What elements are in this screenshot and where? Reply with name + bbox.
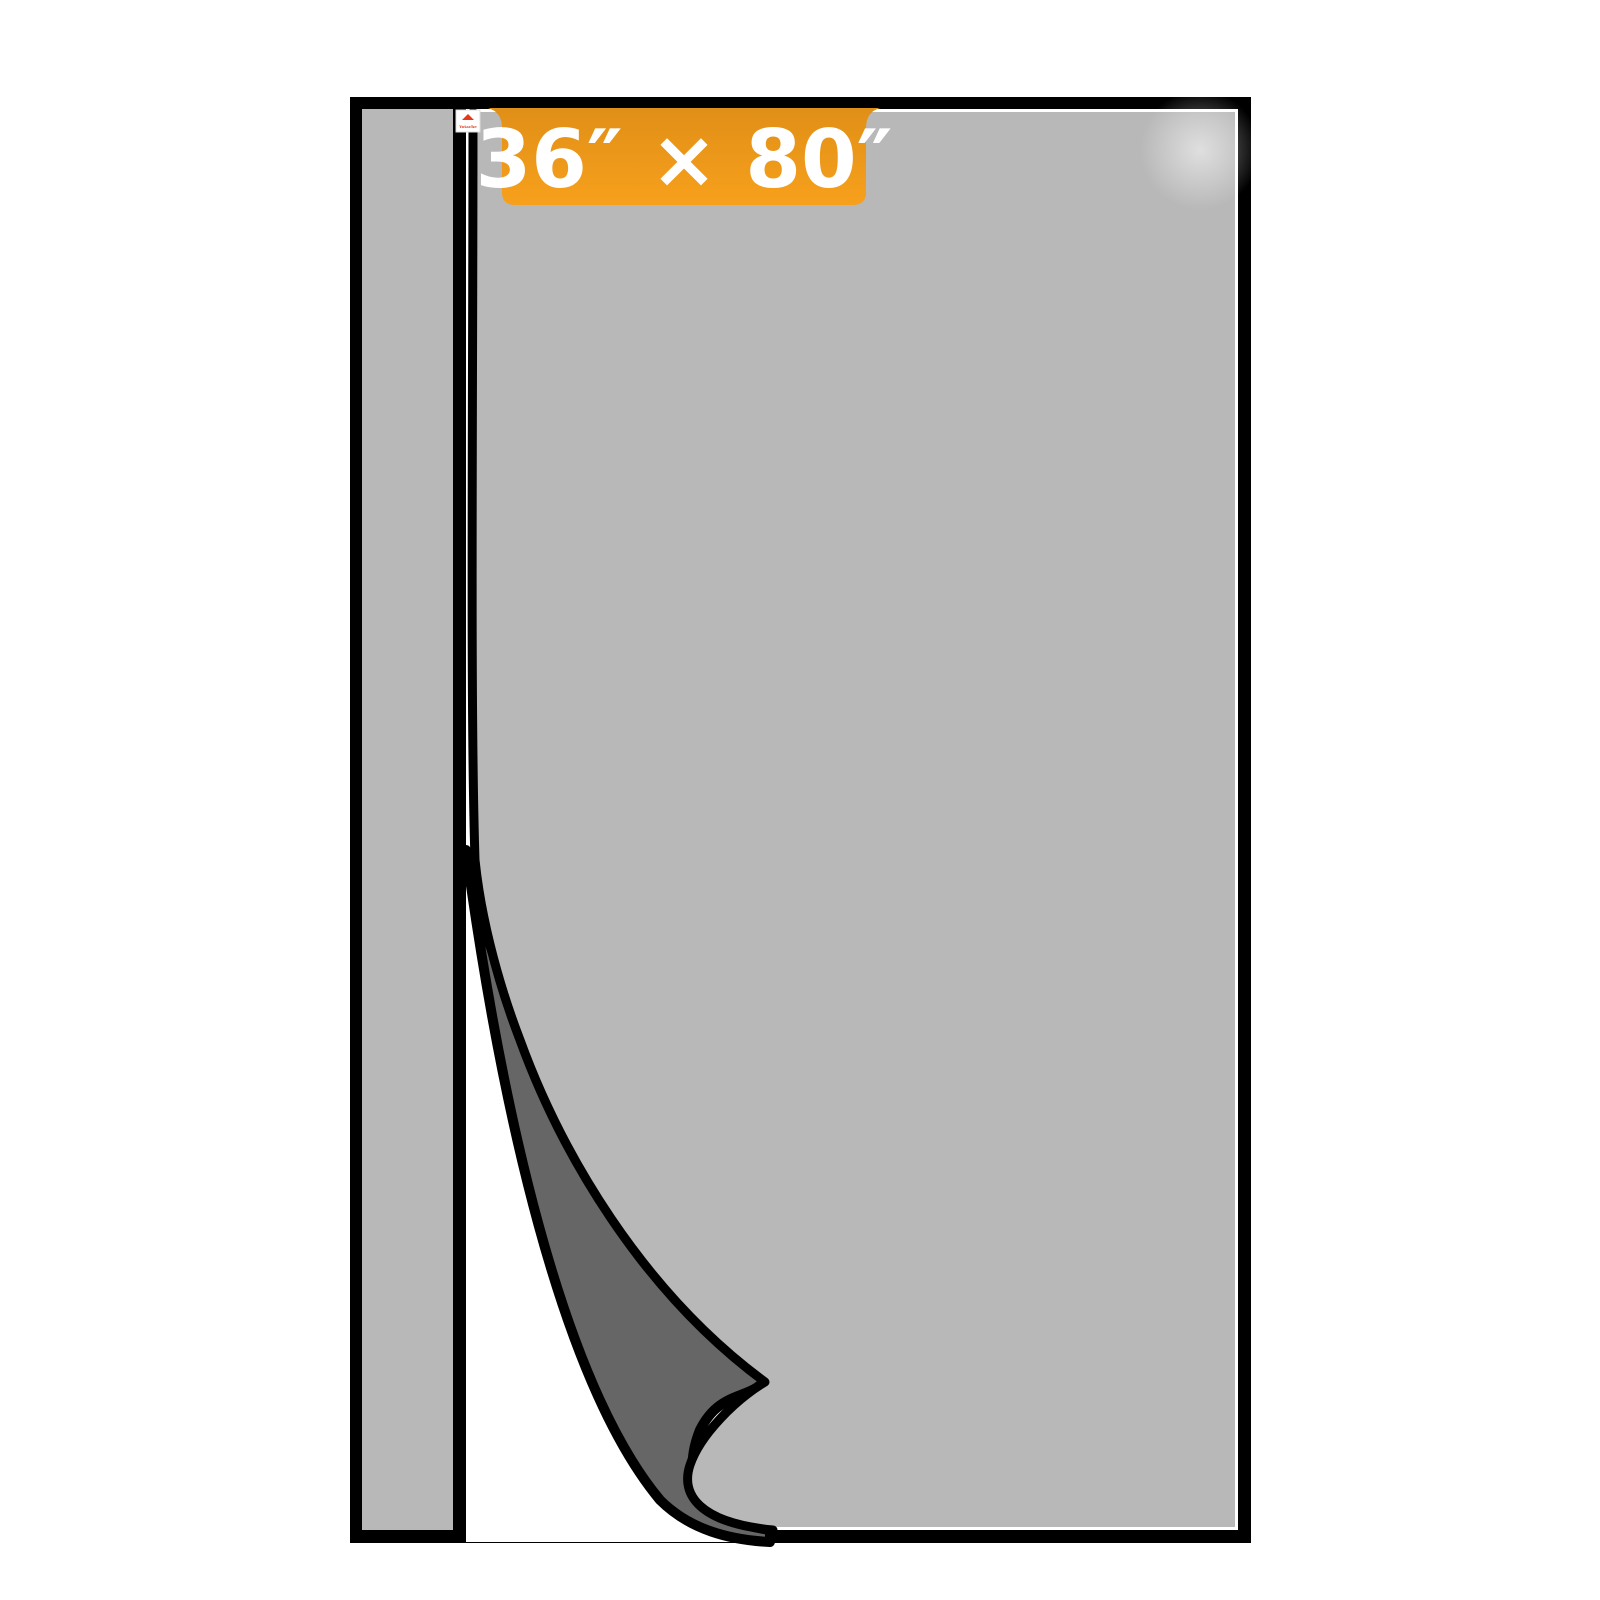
light-glare bbox=[1140, 90, 1260, 210]
brand-tag-label: Yotache bbox=[458, 124, 477, 129]
right-mesh-curtain bbox=[472, 112, 1236, 1527]
left-mesh-panel bbox=[362, 109, 453, 1530]
door-frame-bottom-edge bbox=[770, 1530, 1251, 1543]
door-frame-right-edge bbox=[1238, 97, 1251, 1543]
brand-tag: Yotache bbox=[455, 109, 481, 133]
curtain-edge-outline bbox=[467, 107, 778, 1535]
size-badge: 36″ × 80″ bbox=[476, 108, 893, 206]
magnetic-seam-strip bbox=[453, 109, 466, 1543]
brand-logo-icon bbox=[462, 114, 474, 120]
size-label: 36″ × 80″ bbox=[476, 113, 893, 206]
door-frame-top-edge bbox=[350, 97, 1251, 109]
